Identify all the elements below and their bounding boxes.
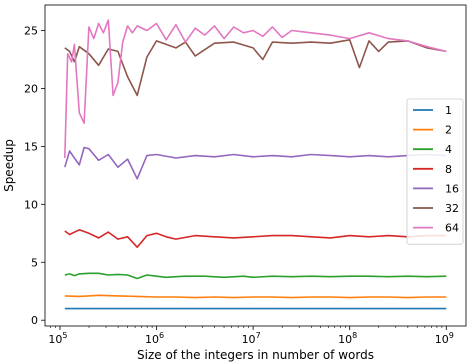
x-axis-label: Size of the integers in number of words	[137, 348, 374, 362]
y-axis: 0 5 10 15 20 25	[24, 24, 45, 327]
series-line-4	[64, 272, 447, 280]
plot-frame	[44, 4, 467, 327]
y-axis-label: Speedup	[2, 139, 16, 192]
legend-label-1: 1	[445, 104, 452, 117]
legend-label-8: 8	[445, 163, 452, 176]
y-tick-label: 25	[24, 24, 38, 37]
y-tick-label: 10	[24, 198, 38, 211]
y-tick-label: 0	[31, 314, 38, 327]
y-tick-label: 15	[24, 140, 38, 153]
legend-label-32: 32	[445, 202, 459, 215]
legend-label-4: 4	[445, 143, 452, 156]
series-line-2	[64, 294, 447, 299]
y-tick-label: 20	[24, 82, 38, 95]
x-tick-label: 105	[48, 331, 67, 346]
x-tick-label: 106	[145, 331, 164, 346]
x-tick-label: 107	[242, 331, 261, 346]
x-axis: 105 106 107 108 109	[48, 326, 454, 346]
series-lines	[64, 19, 447, 310]
series-line-32	[64, 38, 447, 97]
series-line-64	[64, 19, 447, 159]
y-tick-label: 5	[31, 256, 38, 269]
legend: 1 2 4 8 16 32 64	[406, 98, 464, 245]
series-line-16	[64, 146, 447, 180]
legend-label-16: 16	[445, 182, 459, 195]
series-line-8	[64, 229, 447, 248]
legend-label-2: 2	[445, 124, 452, 137]
x-tick-label: 108	[338, 331, 357, 346]
x-tick-label: 109	[435, 331, 454, 346]
legend-label-64: 64	[445, 222, 459, 235]
